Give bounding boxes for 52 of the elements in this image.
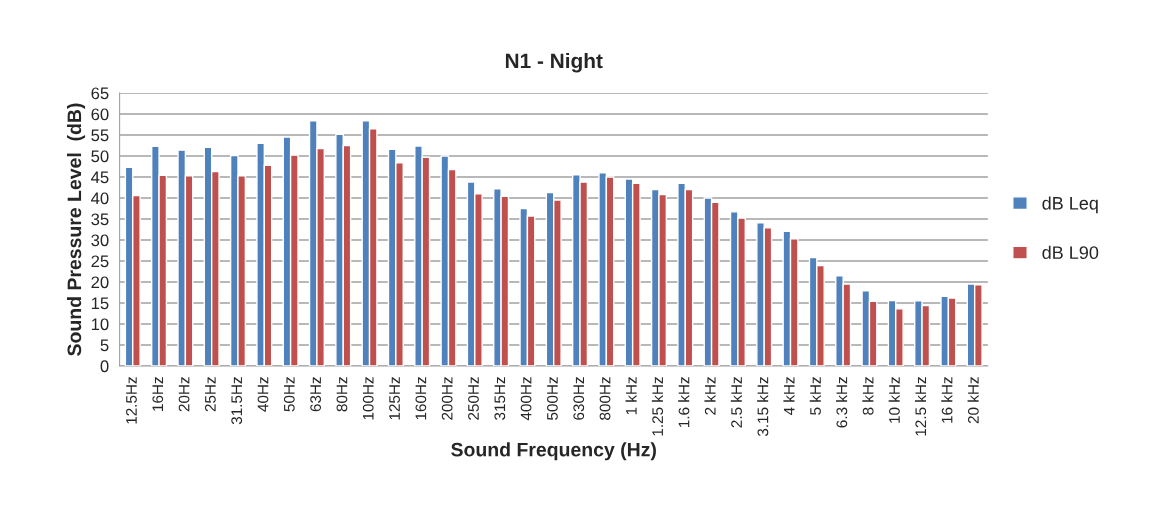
y-tick-label: 40 bbox=[91, 192, 109, 205]
x-tick-label: 1 kHz bbox=[625, 377, 637, 415]
y-tick-label: 20 bbox=[91, 276, 109, 289]
x-tick-label: 20Hz bbox=[178, 377, 190, 412]
x-tick-label: 25Hz bbox=[204, 377, 216, 412]
y-tick-label: 50 bbox=[91, 150, 109, 163]
y-tick-label: 60 bbox=[91, 108, 109, 121]
x-tick-label: 1.6 kHz bbox=[678, 377, 690, 428]
x-tick-label: 31.5Hz bbox=[231, 377, 243, 425]
x-tick-label: 125Hz bbox=[389, 377, 400, 420]
legend-label: dB L90 bbox=[1042, 245, 1099, 260]
y-tick-label: 5 bbox=[100, 339, 109, 352]
y-tick-label: 30 bbox=[91, 234, 109, 247]
x-tick-label: 3.15 kHz bbox=[757, 377, 769, 437]
legend-label: dB Leq bbox=[1042, 196, 1098, 214]
x-tick-label: 500Hz bbox=[547, 377, 558, 420]
y-tick-label: 25 bbox=[91, 255, 109, 268]
x-tick-label: 400Hz bbox=[520, 377, 532, 421]
x-tick-label: 1.25 kHz bbox=[651, 377, 664, 436]
y-tick-label: 15 bbox=[91, 297, 109, 310]
x-tick-label: 4 kHz bbox=[783, 377, 795, 416]
x-tick-label: 315Hz bbox=[494, 377, 506, 420]
x-tick-label: 100Hz bbox=[362, 377, 374, 420]
x-tick-label: 630Hz bbox=[573, 377, 585, 420]
y-tick-label: 0 bbox=[100, 360, 109, 373]
x-tick-label: 20 kHz bbox=[967, 377, 979, 424]
x-tick-label: 63Hz bbox=[310, 377, 322, 412]
y-tick-label: 65 bbox=[91, 87, 109, 100]
y-tick-label: 55 bbox=[91, 129, 109, 142]
x-tick-label: 12.5Hz bbox=[126, 377, 137, 424]
x-tick-label: 800Hz bbox=[599, 377, 611, 420]
x-tick-label: 50Hz bbox=[283, 377, 295, 412]
x-tick-label: 16 kHz bbox=[941, 377, 953, 423]
x-tick-label: 80Hz bbox=[336, 377, 348, 412]
y-axis-title: Sound Pressure Level (dB) bbox=[66, 103, 86, 356]
x-tick-label: 16Hz bbox=[152, 377, 164, 411]
chart-title: N1 - Night bbox=[505, 52, 603, 73]
x-tick-label: 2.5 kHz bbox=[730, 377, 742, 428]
x-tick-label: 5 kHz bbox=[809, 377, 821, 415]
y-tick-label: 35 bbox=[91, 213, 109, 226]
y-tick-label: 45 bbox=[91, 171, 109, 184]
x-tick-label: 12.5 kHz bbox=[914, 377, 927, 436]
x-tick-label: 200Hz bbox=[441, 377, 453, 420]
x-tick-label: 160Hz bbox=[415, 377, 427, 420]
x-tick-label: 250Hz bbox=[468, 377, 479, 420]
x-tick-label: 6.3 kHz bbox=[836, 377, 848, 428]
x-tick-label: 40Hz bbox=[257, 377, 269, 412]
x-tick-label: 10 kHz bbox=[888, 377, 900, 423]
x-axis-title: Sound Frequency (Hz) bbox=[451, 442, 656, 461]
x-tick-label: 8 kHz bbox=[862, 377, 874, 415]
x-tick-label: 2 kHz bbox=[704, 377, 716, 415]
y-tick-label: 10 bbox=[91, 318, 109, 331]
